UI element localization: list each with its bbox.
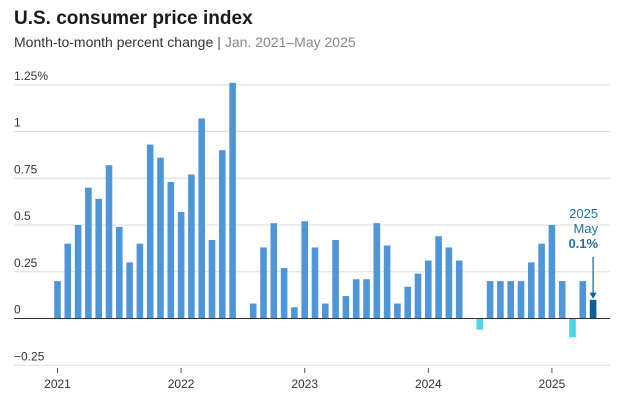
bar-oct-2024 <box>517 281 525 319</box>
bar-mar-2025 <box>569 318 576 338</box>
bar-nov-2022 <box>280 268 288 319</box>
annotation-year: 2025 <box>569 206 598 221</box>
bar-jul-2024 <box>486 281 494 319</box>
bar-apr-2022 <box>208 239 216 319</box>
subtitle-separator: | <box>217 34 221 50</box>
y-tick-label: −0.25 <box>14 349 45 363</box>
x-axis-ticks: 2021 2022 2023 2024 2025 <box>44 368 566 391</box>
bar-sep-2024 <box>507 281 514 319</box>
bar-apr-2024 <box>455 260 463 319</box>
bar-feb-2024 <box>435 236 442 319</box>
x-tick-label: 2024 <box>415 377 442 391</box>
bar-oct-2021 <box>146 144 154 319</box>
subtitle-range: Jan. 2021–May 2025 <box>224 34 356 50</box>
bar-dec-2024 <box>538 243 545 319</box>
x-tick-label: 2023 <box>291 377 318 391</box>
bar-jun-2021 <box>105 165 113 319</box>
x-tick-label: 2025 <box>539 377 566 391</box>
bar-mar-2023 <box>322 303 329 319</box>
y-axis-ticks: 1.25% 1 0.75 0.5 0.25 0 −0.25 <box>14 69 48 364</box>
bar-sep-2023 <box>383 245 391 319</box>
bar-may-2021 <box>95 198 102 319</box>
bar-may-2022 <box>219 150 226 319</box>
bar-feb-2023 <box>311 247 319 319</box>
bar-apr-2023 <box>332 239 339 319</box>
bar-feb-2021 <box>64 243 72 319</box>
bar-nov-2023 <box>404 286 411 319</box>
gridlines <box>14 84 610 366</box>
bar-dec-2023 <box>414 273 422 319</box>
bar-oct-2023 <box>394 303 401 319</box>
bars <box>54 82 597 338</box>
bar-feb-2022 <box>188 174 195 319</box>
bar-apr-2025 <box>579 281 587 319</box>
bar-may-2023 <box>342 296 350 319</box>
bar-jul-2023 <box>363 279 370 319</box>
bar-jan-2025 <box>548 225 556 319</box>
bar-aug-2024 <box>497 281 504 319</box>
bar-jan-2021 <box>54 281 61 319</box>
bar-sep-2021 <box>136 243 144 319</box>
bar-jul-2021 <box>116 226 123 319</box>
bar-oct-2022 <box>270 223 278 319</box>
bar-dec-2021 <box>167 181 175 319</box>
x-tick-label: 2021 <box>44 377 71 391</box>
chart-subtitle: Month-to-month percent change | Jan. 2021–… <box>14 34 356 50</box>
subtitle-text: Month-to-month percent change <box>14 34 214 50</box>
bar-jan-2024 <box>425 260 432 319</box>
y-tick-label: 1.25% <box>14 69 48 83</box>
y-tick-label: 0.5 <box>14 209 31 223</box>
y-tick-label: 1 <box>14 116 21 130</box>
bar-jan-2022 <box>177 211 185 319</box>
bar-sep-2022 <box>260 247 267 319</box>
y-tick-label: 0 <box>14 303 21 317</box>
bar-mar-2021 <box>74 225 82 319</box>
bar-may-2025 <box>589 299 597 319</box>
bar-jan-2023 <box>301 221 308 319</box>
y-tick-label: 0.75 <box>14 162 38 176</box>
bar-aug-2021 <box>126 262 133 319</box>
annotation-arrowhead-icon <box>589 292 597 299</box>
bar-nov-2024 <box>528 262 535 319</box>
bar-dec-2022 <box>291 307 298 319</box>
annotation-month: May <box>574 221 599 236</box>
y-tick-label: 0.25 <box>14 256 38 270</box>
bar-jun-2024 <box>476 318 484 330</box>
bar-nov-2021 <box>157 157 164 319</box>
x-tick-label: 2022 <box>168 377 195 391</box>
bar-apr-2021 <box>85 187 92 319</box>
annotation-value: 0.1% <box>568 236 598 251</box>
bar-jun-2022 <box>229 82 236 319</box>
latest-annotation: 2025 May 0.1% <box>568 206 599 299</box>
bar-feb-2025 <box>558 281 566 319</box>
bar-jun-2023 <box>352 279 360 319</box>
chart-title: U.S. consumer price index <box>14 8 253 29</box>
bar-mar-2024 <box>445 247 453 319</box>
bar-mar-2022 <box>198 118 205 319</box>
bar-aug-2023 <box>373 223 381 319</box>
bar-aug-2022 <box>249 303 257 319</box>
